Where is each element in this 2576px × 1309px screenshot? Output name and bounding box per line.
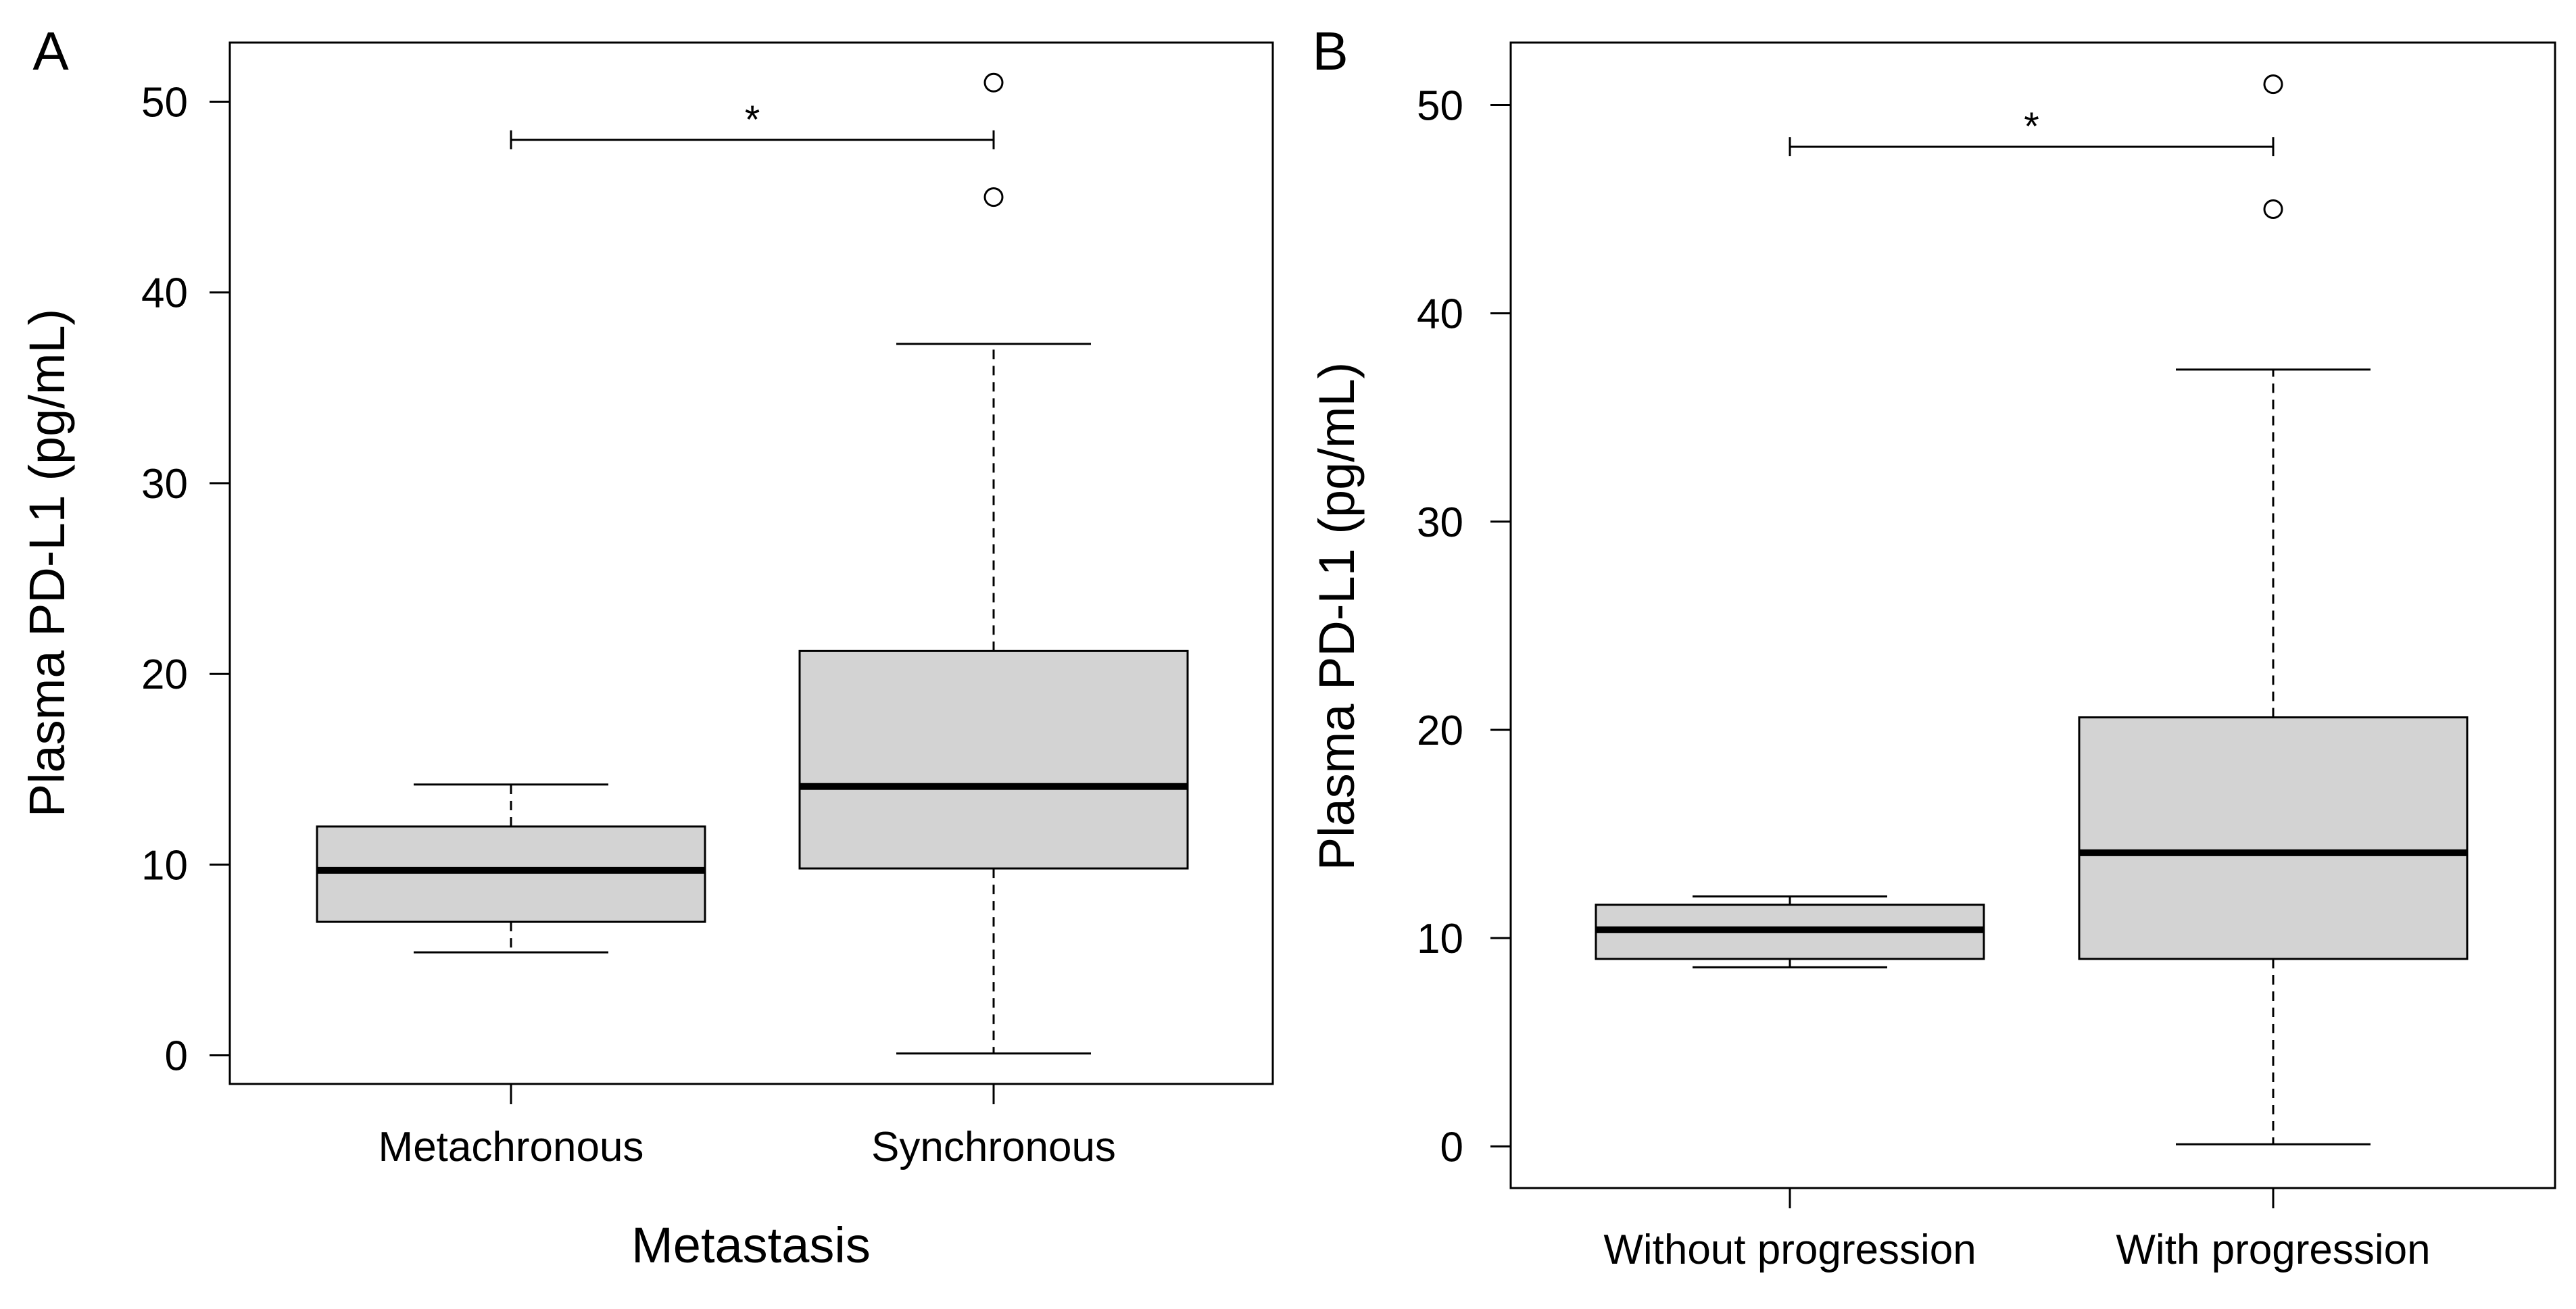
panel-a-box-2-category-label: Synchronous: [871, 1124, 1116, 1170]
panel-a-y-tick-label: 30: [141, 461, 188, 508]
panel-a-x-axis-label: Metastasis: [631, 1217, 871, 1273]
panel-a-significance-star: *: [745, 98, 760, 142]
panel-a-panel-letter: A: [32, 21, 69, 81]
panel-b-y-tick-label: 20: [1417, 708, 1463, 754]
panel-a-y-axis-label: Plasma PD-L1 (pg/mL): [19, 309, 75, 818]
panel-b-box-2-outlier-point: [2263, 199, 2283, 220]
panel-b-box-2-outlier-point: [2263, 74, 2283, 95]
panel-b-y-tick-label: 10: [1417, 916, 1463, 962]
panel-a-box-1-iqr-box: [316, 825, 706, 923]
panel-b-y-tick-label: 30: [1417, 499, 1463, 546]
panel-a-y-tick-label: 10: [141, 842, 188, 889]
panel-b-panel-letter: B: [1312, 21, 1348, 81]
panel-a-box-2-iqr-box: [798, 649, 1189, 870]
panel-a-box-1-category-label: Metachronous: [379, 1124, 644, 1170]
panel-b-y-axis-label: Plasma PD-L1 (pg/mL): [1309, 362, 1365, 871]
panel-a-plot-frame: [228, 41, 1274, 1085]
panel-a-y-tick-label: 50: [141, 79, 188, 126]
panel-a-box-2-outlier-point: [983, 72, 1004, 93]
panel-a-box-2-outlier-point: [983, 187, 1004, 207]
panel-a-y-tick-label: 0: [165, 1033, 188, 1080]
panel-b-box-2-iqr-box: [2078, 716, 2469, 960]
panel-a-y-tick-label: 20: [141, 651, 188, 698]
panel-b-box-1-category-label: Without progression: [1603, 1227, 1976, 1273]
panel-b-y-tick-label: 40: [1417, 291, 1463, 338]
panel-b-y-tick-label: 0: [1440, 1124, 1463, 1170]
panel-b-significance-star: *: [2024, 105, 2039, 149]
panel-b-box-2-category-label: With progression: [2116, 1227, 2430, 1273]
panel-a-y-tick-label: 40: [141, 270, 188, 317]
panel-b-plot-frame: [1509, 41, 2556, 1189]
panel-b-y-tick-label: 50: [1417, 82, 1463, 129]
